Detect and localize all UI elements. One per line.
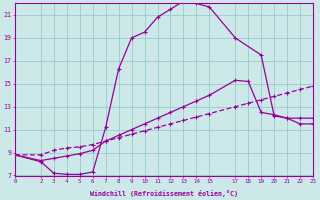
X-axis label: Windchill (Refroidissement éolien,°C): Windchill (Refroidissement éolien,°C) (90, 190, 238, 197)
